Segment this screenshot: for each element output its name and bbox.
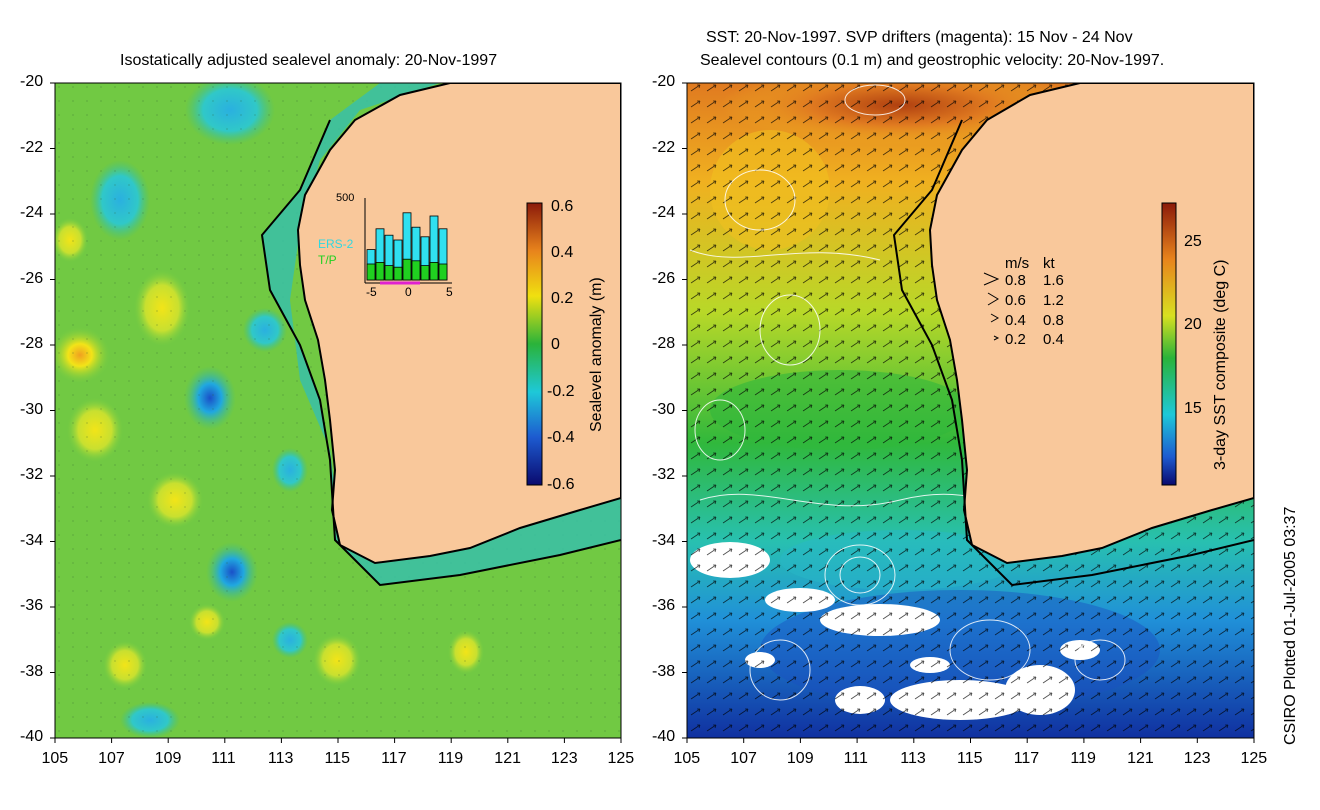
- velocity-legend-arrows: [983, 272, 1000, 341]
- right-x-tick-label: 123: [1183, 750, 1211, 767]
- right-y-tick-label: -26: [652, 269, 676, 287]
- sst-cbar-tick-0: 25: [1184, 233, 1202, 250]
- left-x-tick-label: 121: [494, 750, 521, 767]
- sla-cbar-tick-5: -0.4: [547, 429, 575, 446]
- velocity-legend-header-ms: m/s: [1005, 255, 1030, 272]
- inset-x-tick-1: 0: [405, 285, 412, 299]
- left-x-tick-label: 119: [437, 750, 464, 767]
- right-x-tick-label: 125: [1240, 750, 1268, 767]
- left-x-tick-label: 113: [267, 750, 294, 767]
- left-x-tick-label: 105: [41, 750, 69, 767]
- right-y-tick-label: -22: [652, 138, 676, 156]
- velocity-legend-kt-1: 1.2: [1043, 292, 1064, 309]
- right-y-tick-label: -20: [652, 73, 676, 90]
- inset-pass-histogram: [364, 198, 452, 285]
- left-y-tick-label: -30: [20, 400, 44, 418]
- sla-cbar-tick-3: 0: [551, 336, 560, 353]
- inset-legend-tp: T/P: [318, 253, 337, 267]
- left-x-tick-label: 111: [211, 750, 236, 767]
- right-x-tick-label: 115: [957, 750, 983, 767]
- inset-bar-tp: [375, 261, 385, 281]
- left-y-tick-label: -40: [20, 728, 44, 745]
- sst-colorbar-label: 3-day SST composite (deg C): [1212, 259, 1229, 470]
- left-y-tick-label: -36: [20, 597, 44, 614]
- plot-credit: CSIRO Plotted 01-Jul-2005 03:37: [1282, 506, 1299, 745]
- sla-cbar-tick-0: 0.6: [551, 198, 574, 215]
- inset-bar-tp: [384, 265, 394, 281]
- inset-legend-ers2: ERS-2: [318, 237, 354, 251]
- left-panel-title: Isostatically adjusted sealevel anomaly:…: [120, 52, 498, 69]
- right-y-tick-label: -36: [652, 597, 676, 614]
- right-x-tick-label: 111: [843, 750, 868, 767]
- inset-bar-tp: [429, 261, 439, 281]
- sst-cbar-tick-1: 20: [1184, 316, 1202, 333]
- right-x-tick-label: 119: [1070, 750, 1096, 767]
- right-x-tick-label: 105: [673, 750, 701, 767]
- left-map: [55, 83, 621, 738]
- right-x-tick-label: 107: [730, 750, 757, 767]
- inset-bar-tp: [411, 260, 421, 281]
- sst-colorbar: [1161, 202, 1177, 486]
- sla-cbar-tick-4: -0.2: [547, 383, 575, 400]
- inset-bar-tp: [402, 258, 412, 281]
- velocity-legend-ms-2: 0.4: [1005, 312, 1026, 329]
- velocity-legend-ms-3: 0.2: [1005, 331, 1026, 348]
- right-y-tick-label: -24: [652, 204, 676, 221]
- right-map: [687, 83, 1254, 738]
- sla-colorbar: [526, 202, 543, 486]
- left-y-tick-label: -22: [20, 138, 44, 156]
- left-x-tick-label: 123: [550, 750, 578, 767]
- right-y-tick-label: -40: [652, 728, 676, 745]
- right-panel-title-line1: SST: 20-Nov-1997. SVP drifters (magenta)…: [706, 29, 1133, 46]
- sla-colorbar-label: Sealevel anomaly (m): [588, 277, 605, 432]
- sla-cbar-tick-1: 0.4: [551, 244, 574, 261]
- left-y-tick-label: -26: [20, 269, 44, 287]
- inset-x-tick-2: 5: [446, 285, 453, 299]
- right-y-tick-label: -30: [652, 400, 676, 418]
- right-x-tick-label: 117: [1013, 750, 1040, 767]
- left-y-tick-label: -28: [20, 335, 44, 352]
- right-panel-title-line2: Sealevel contours (0.1 m) and geostrophi…: [700, 52, 1165, 69]
- left-x-tick-label: 109: [154, 750, 182, 767]
- inset-ymax-label: 500: [336, 192, 355, 204]
- left-x-tick-label: 125: [607, 750, 635, 767]
- inset-bar-tp: [366, 263, 376, 281]
- velocity-legend-kt-0: 1.6: [1043, 272, 1064, 289]
- left-x-tick-label: 107: [98, 750, 125, 767]
- velocity-legend-kt-3: 0.4: [1043, 331, 1064, 348]
- velocity-legend-ms-0: 0.8: [1005, 272, 1026, 289]
- right-y-tick-label: -28: [652, 335, 676, 352]
- inset-x-tick-0: -5: [366, 285, 377, 299]
- left-y-tick-label: -20: [20, 73, 44, 90]
- left-y-tick-label: -38: [20, 662, 44, 680]
- left-y-tick-label: -32: [20, 466, 44, 483]
- velocity-legend-kt-2: 0.8: [1043, 312, 1064, 329]
- right-x-tick-label: 113: [900, 750, 926, 767]
- right-x-tick-label: 121: [1127, 750, 1154, 767]
- inset-bar-tp: [438, 263, 448, 281]
- right-y-tick-label: -32: [652, 466, 676, 483]
- left-x-tick-label: 115: [324, 750, 351, 767]
- sst-cbar-tick-2: 15: [1184, 400, 1202, 417]
- right-y-tick-label: -38: [652, 662, 676, 680]
- right-x-tick-label: 109: [786, 750, 814, 767]
- velocity-legend-header-kt: kt: [1043, 255, 1055, 272]
- right-y-tick-label: -34: [652, 531, 676, 549]
- inset-bar-tp: [420, 265, 430, 281]
- sla-cbar-tick-6: -0.6: [547, 476, 575, 493]
- inset-bar-tp: [393, 266, 403, 281]
- left-y-tick-label: -34: [20, 531, 44, 549]
- left-x-tick-label: 117: [381, 750, 407, 767]
- left-y-tick-label: -24: [20, 204, 44, 221]
- velocity-legend-ms-1: 0.6: [1005, 292, 1026, 309]
- sla-cbar-tick-2: 0.2: [551, 290, 574, 307]
